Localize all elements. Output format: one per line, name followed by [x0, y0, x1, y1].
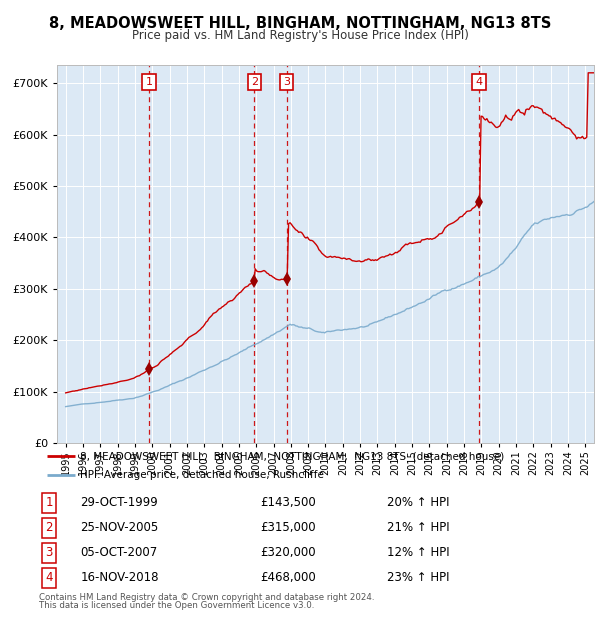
Text: 2: 2 [251, 77, 258, 87]
Text: 4: 4 [476, 77, 483, 87]
Text: Contains HM Land Registry data © Crown copyright and database right 2024.: Contains HM Land Registry data © Crown c… [39, 593, 374, 603]
Text: 21% ↑ HPI: 21% ↑ HPI [387, 521, 449, 534]
Text: HPI: Average price, detached house, Rushcliffe: HPI: Average price, detached house, Rush… [80, 470, 324, 480]
Text: 1: 1 [146, 77, 153, 87]
Text: £468,000: £468,000 [260, 571, 316, 584]
Text: This data is licensed under the Open Government Licence v3.0.: This data is licensed under the Open Gov… [39, 601, 314, 611]
Text: 20% ↑ HPI: 20% ↑ HPI [387, 496, 449, 509]
Text: 29-OCT-1999: 29-OCT-1999 [80, 496, 158, 509]
Text: £143,500: £143,500 [260, 496, 316, 509]
Text: 1: 1 [45, 496, 53, 509]
Text: 3: 3 [45, 546, 53, 559]
Text: 16-NOV-2018: 16-NOV-2018 [80, 571, 159, 584]
Text: 25-NOV-2005: 25-NOV-2005 [80, 521, 158, 534]
Text: 23% ↑ HPI: 23% ↑ HPI [387, 571, 449, 584]
Text: £315,000: £315,000 [260, 521, 316, 534]
Text: 3: 3 [283, 77, 290, 87]
Text: 2: 2 [45, 521, 53, 534]
Text: 12% ↑ HPI: 12% ↑ HPI [387, 546, 449, 559]
Text: £320,000: £320,000 [260, 546, 316, 559]
Text: 4: 4 [45, 571, 53, 584]
Text: 8, MEADOWSWEET HILL,  BINGHAM,  NOTTINGHAM,  NG13 8TS  (detached house): 8, MEADOWSWEET HILL, BINGHAM, NOTTINGHAM… [80, 451, 505, 461]
Text: 05-OCT-2007: 05-OCT-2007 [80, 546, 158, 559]
Text: 8, MEADOWSWEET HILL, BINGHAM, NOTTINGHAM, NG13 8TS: 8, MEADOWSWEET HILL, BINGHAM, NOTTINGHAM… [49, 16, 551, 30]
Text: Price paid vs. HM Land Registry's House Price Index (HPI): Price paid vs. HM Land Registry's House … [131, 29, 469, 42]
